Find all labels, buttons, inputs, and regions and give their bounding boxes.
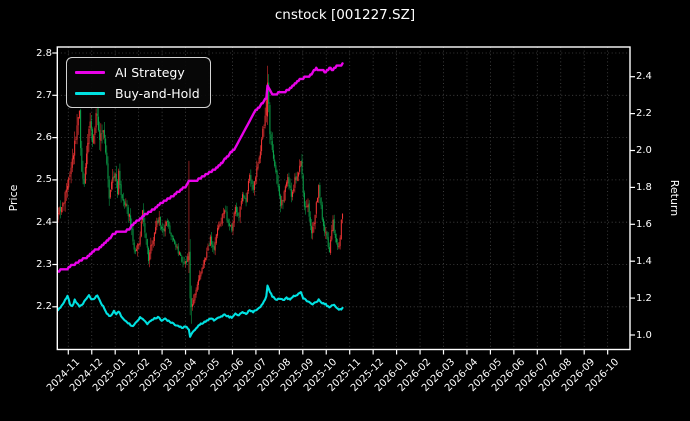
chart-title: cnstock [001227.SZ] <box>274 7 416 23</box>
y-tick-label-right: 1.4 <box>636 255 652 267</box>
y-tick-label-right: 2.2 <box>636 108 652 120</box>
y-tick-label-right: 2.4 <box>636 71 652 83</box>
y-tick-label-left: 2.3 <box>36 259 52 270</box>
y-tick-label-left: 2.4 <box>36 216 52 228</box>
y-tick-label-right: 1.6 <box>636 218 652 230</box>
y-tick-label-right: 1.0 <box>636 329 652 341</box>
left-axis-title: Price <box>7 184 20 212</box>
y-tick-label-right: 2.0 <box>636 145 652 156</box>
legend: AI Strategy Buy-and-Hold <box>66 57 211 108</box>
y-tick-label-left: 2.7 <box>36 89 52 101</box>
buy-and-hold-line-swatch <box>75 91 105 96</box>
y-tick-label-left: 2.8 <box>36 47 52 59</box>
y-tick-label-left: 2.2 <box>36 301 52 313</box>
legend-item-buy-and-hold: Buy-and-Hold <box>67 83 210 104</box>
y-tick-label-left: 2.5 <box>36 174 52 186</box>
y-tick-label-right: 1.8 <box>636 181 652 193</box>
legend-item-ai-strategy: AI Strategy <box>67 62 210 83</box>
right-axis-title: Return <box>668 179 681 217</box>
ai-strategy-line-swatch <box>75 70 105 75</box>
y-tick-label-right: 1.2 <box>636 292 652 304</box>
y-tick-label-left: 2.6 <box>36 132 52 144</box>
legend-label-buy-and-hold: Buy-and-Hold <box>115 86 200 101</box>
legend-label-ai-strategy: AI Strategy <box>115 65 185 80</box>
